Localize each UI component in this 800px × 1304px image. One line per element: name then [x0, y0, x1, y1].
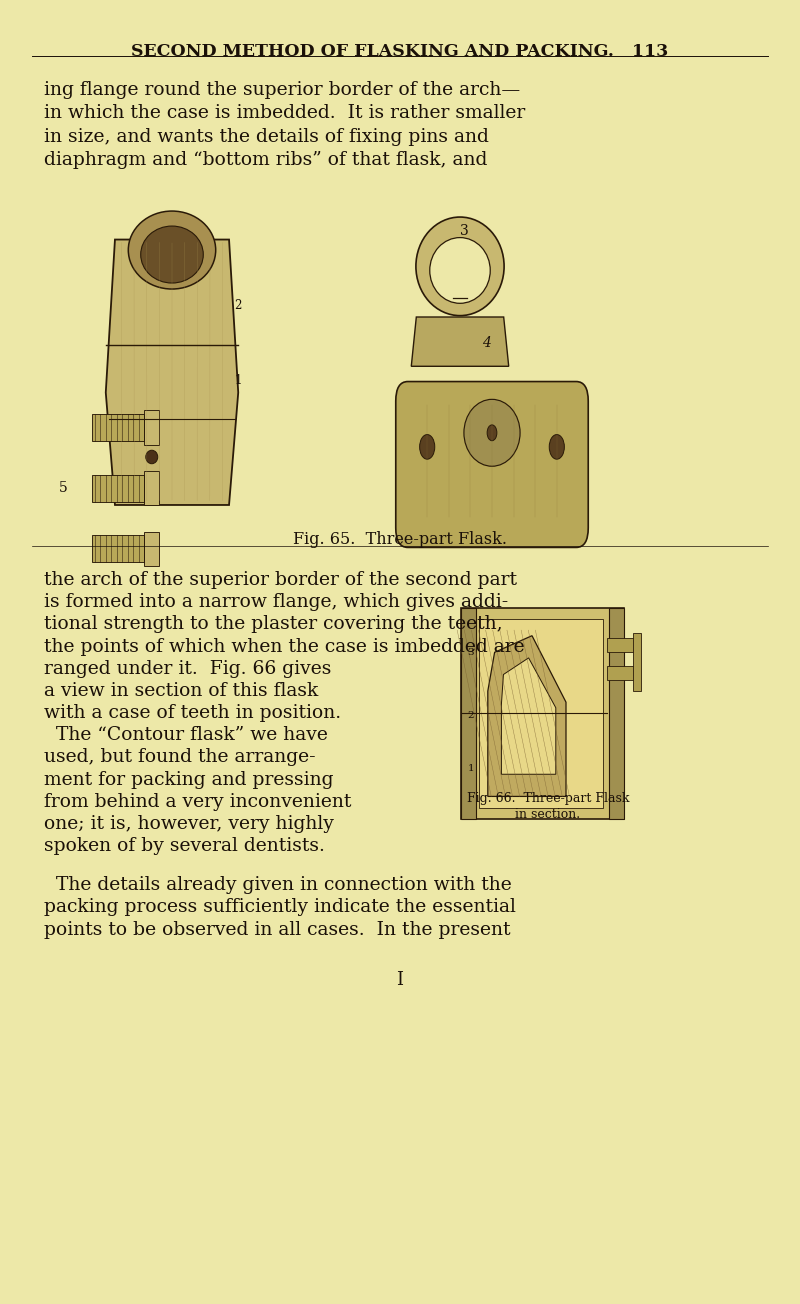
Bar	[461, 608, 475, 819]
Text: in which the case is imbedded.  It is rather smaller: in which the case is imbedded. It is rat…	[44, 104, 526, 123]
Text: 3: 3	[460, 224, 469, 237]
Text: one; it is, however, very highly: one; it is, however, very highly	[44, 815, 334, 833]
Bar	[607, 665, 635, 681]
Polygon shape	[461, 608, 624, 819]
Text: the points of which when the case is imbedded are: the points of which when the case is imb…	[44, 638, 525, 656]
Text: in size, and wants the details of fixing pins and: in size, and wants the details of fixing…	[44, 128, 489, 146]
Ellipse shape	[420, 434, 434, 459]
Ellipse shape	[141, 226, 203, 283]
Polygon shape	[502, 657, 556, 775]
Bar	[633, 634, 641, 691]
Ellipse shape	[550, 434, 564, 459]
Text: a view in section of this flask: a view in section of this flask	[44, 682, 318, 700]
Text: 5: 5	[58, 481, 67, 496]
Text: The details already given in connection with the: The details already given in connection …	[44, 876, 512, 895]
Text: spoken of by several dentists.: spoken of by several dentists.	[44, 837, 325, 855]
Text: 1: 1	[234, 374, 242, 387]
Text: with a case of teeth in position.: with a case of teeth in position.	[44, 704, 341, 722]
Ellipse shape	[146, 450, 158, 464]
Text: Fig. 66.  Three-part Flask: Fig. 66. Three-part Flask	[466, 792, 630, 805]
Bar	[92, 415, 145, 441]
Text: tional strength to the plaster covering the teeth,: tional strength to the plaster covering …	[44, 615, 502, 634]
Bar	[609, 608, 624, 819]
Polygon shape	[488, 636, 566, 797]
Text: is formed into a narrow flange, which gives addi-: is formed into a narrow flange, which gi…	[44, 593, 508, 612]
Bar	[92, 475, 145, 502]
Text: points to be observed in all cases.  In the present: points to be observed in all cases. In t…	[44, 921, 510, 939]
Text: ment for packing and pressing: ment for packing and pressing	[44, 771, 334, 789]
FancyBboxPatch shape	[396, 382, 588, 548]
Polygon shape	[411, 317, 509, 366]
Text: from behind a very inconvenient: from behind a very inconvenient	[44, 793, 351, 811]
Text: 4: 4	[482, 335, 491, 349]
Bar	[145, 471, 158, 506]
Ellipse shape	[464, 399, 520, 467]
Bar	[145, 411, 158, 445]
Text: the arch of the superior border of the second part: the arch of the superior border of the s…	[44, 571, 517, 589]
Text: SECOND METHOD OF FLASKING AND PACKING.   113: SECOND METHOD OF FLASKING AND PACKING. 1…	[131, 43, 669, 60]
Text: Fig. 65.  Three-part Flask.: Fig. 65. Three-part Flask.	[293, 531, 507, 548]
Text: in section.: in section.	[515, 808, 581, 822]
Text: 2: 2	[467, 711, 474, 720]
Text: packing process sufficiently indicate the essential: packing process sufficiently indicate th…	[44, 898, 516, 917]
Text: I: I	[397, 971, 403, 990]
Text: diaphragm and “bottom ribs” of that flask, and: diaphragm and “bottom ribs” of that flas…	[44, 151, 487, 170]
Text: ing flange round the superior border of the arch—: ing flange round the superior border of …	[44, 81, 520, 99]
Bar	[92, 535, 145, 562]
Polygon shape	[479, 619, 603, 807]
Text: 3: 3	[467, 648, 474, 657]
Bar	[145, 532, 158, 566]
Ellipse shape	[430, 237, 490, 304]
Bar	[607, 638, 635, 652]
Ellipse shape	[416, 216, 504, 316]
Text: used, but found the arrange-: used, but found the arrange-	[44, 748, 316, 767]
Ellipse shape	[128, 211, 216, 289]
Text: ranged under it.  Fig. 66 gives: ranged under it. Fig. 66 gives	[44, 660, 331, 678]
Polygon shape	[106, 240, 238, 505]
Text: 1: 1	[467, 764, 474, 773]
Text: The “Contour flask” we have: The “Contour flask” we have	[44, 726, 328, 745]
Ellipse shape	[487, 425, 497, 441]
Text: 2: 2	[234, 299, 242, 312]
